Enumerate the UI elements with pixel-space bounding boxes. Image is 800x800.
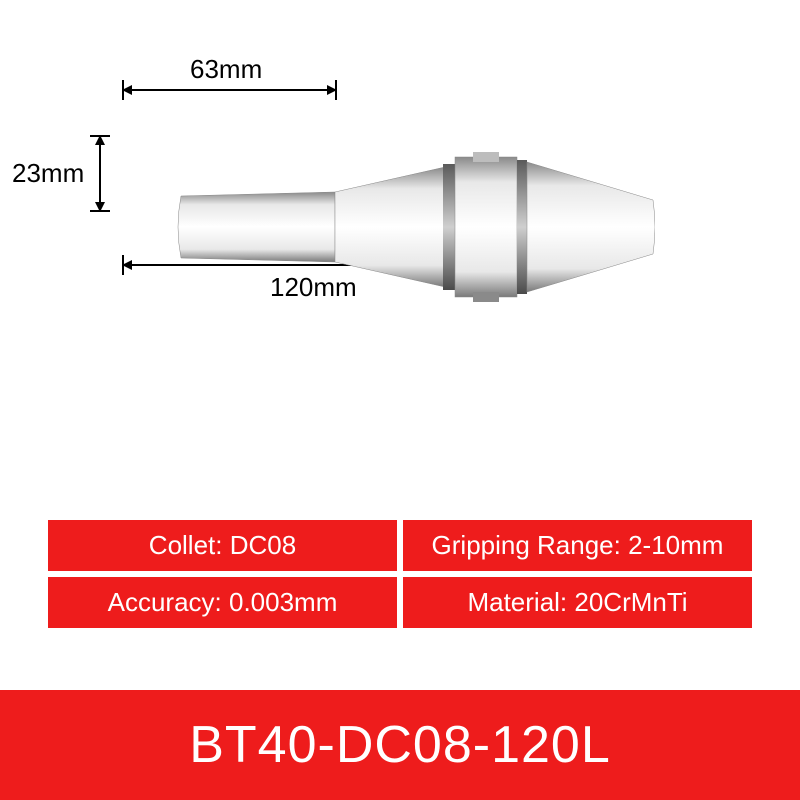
title-bar: BT40-DC08-120L [0,690,800,800]
dim-arrow [327,85,337,95]
dim-line-top [122,89,337,91]
dim-arrow [95,135,105,145]
tool-holder-illustration [175,152,655,302]
dimension-diagram: 63mm 23mm 120mm [60,60,740,360]
spec-table: Collet: DC08 Gripping Range: 2-10mm Accu… [48,520,752,628]
dim-label-height: 23mm [12,158,84,189]
spec-collet: Collet: DC08 [48,520,397,571]
dim-arrow [122,260,132,270]
dim-arrow [122,85,132,95]
dim-label-top: 63mm [190,54,262,85]
dim-arrow [95,202,105,212]
spec-gripping-range: Gripping Range: 2-10mm [403,520,752,571]
spec-accuracy: Accuracy: 0.003mm [48,577,397,628]
product-model-title: BT40-DC08-120L [189,715,611,775]
spec-material: Material: 20CrMnTi [403,577,752,628]
dim-line-height [99,135,101,212]
